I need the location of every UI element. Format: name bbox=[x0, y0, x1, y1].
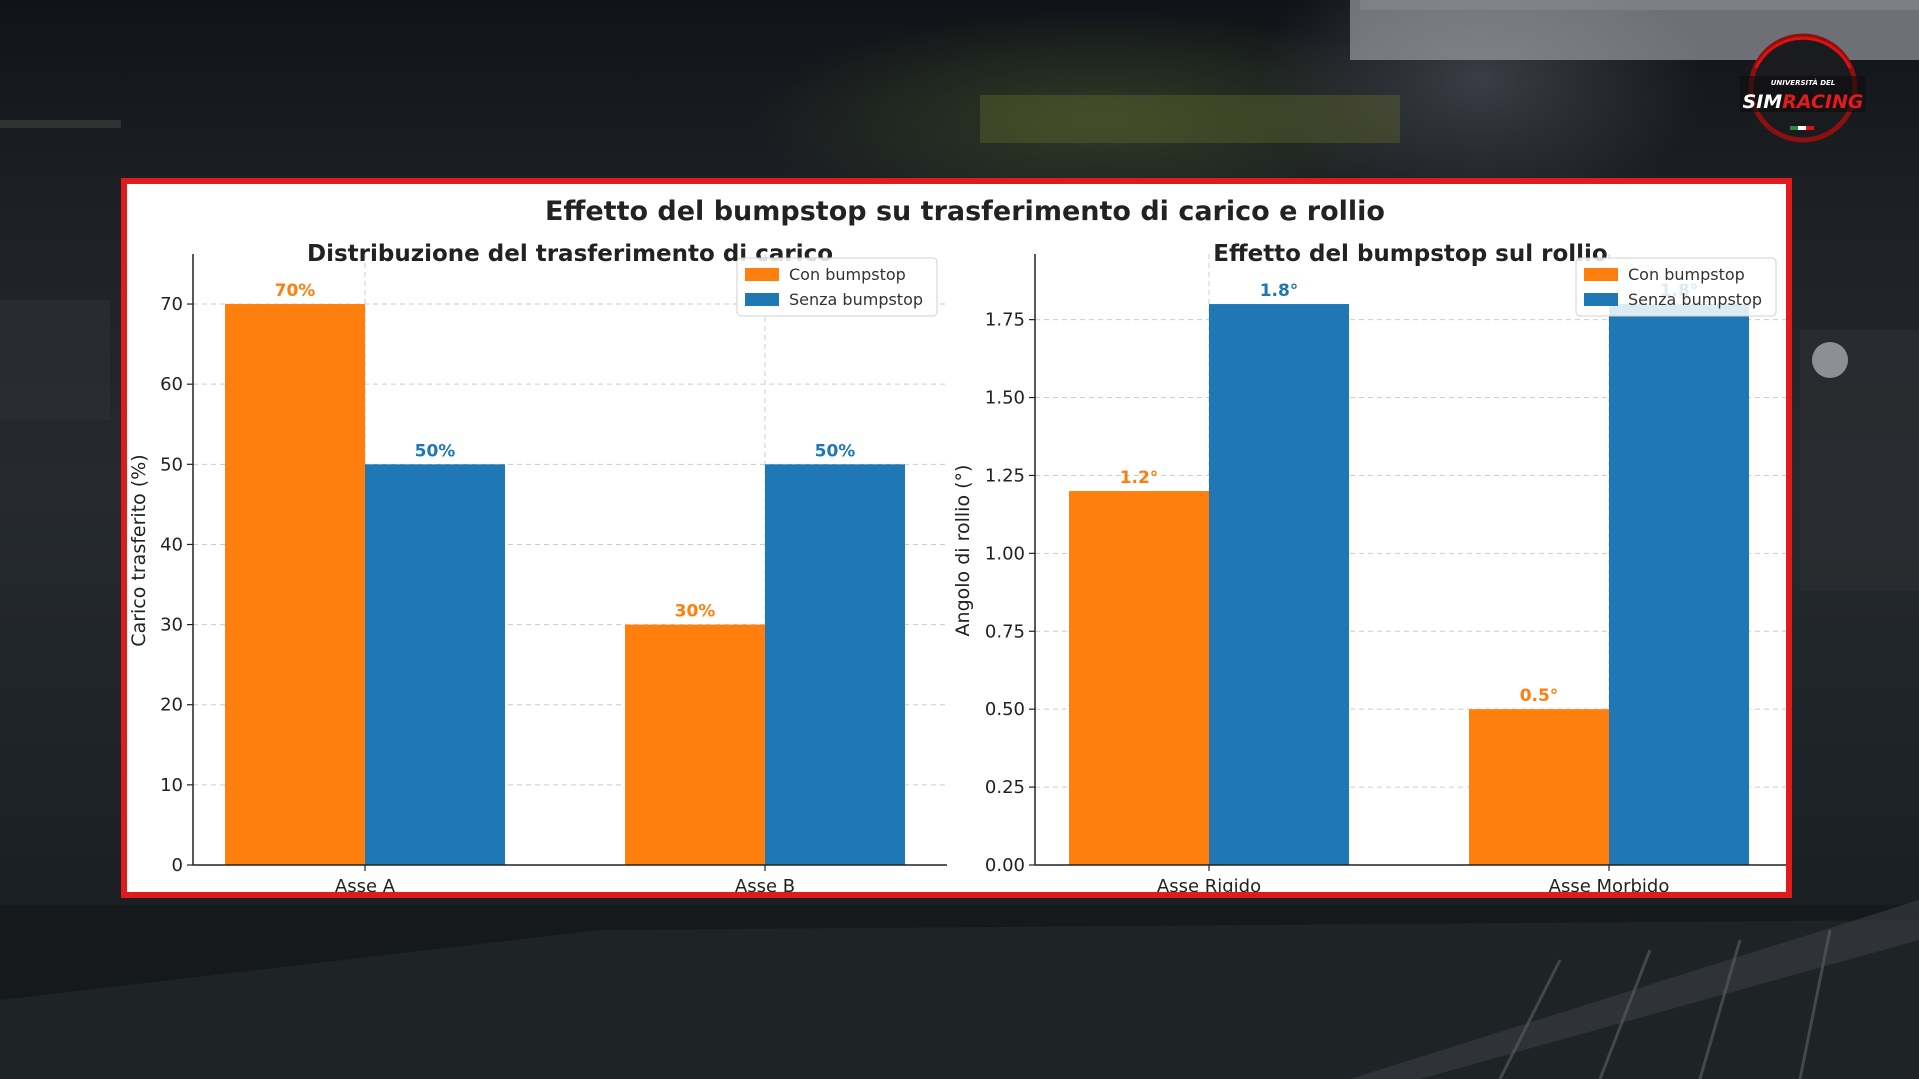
y-tick-label: 50 bbox=[160, 454, 183, 475]
bar-con-bumpstop-asse-rigido bbox=[1069, 491, 1209, 865]
logo-brand-b: RACING bbox=[1782, 91, 1863, 113]
y-tick-label: 1.25 bbox=[985, 465, 1025, 486]
legend: Con bumpstop Senza bumpstop bbox=[1575, 257, 1777, 317]
legend: Con bumpstop Senza bumpstop bbox=[736, 257, 938, 317]
y-tick-label: 1.00 bbox=[985, 543, 1025, 564]
chart-1: Distribuzione del trasferimento di caric… bbox=[128, 241, 947, 892]
y-tick-label: 0 bbox=[172, 855, 183, 876]
legend-label: Con bumpstop bbox=[789, 265, 906, 284]
data-label: 50% bbox=[415, 441, 456, 461]
data-label: 0.5° bbox=[1520, 686, 1559, 706]
legend-swatch bbox=[1584, 268, 1618, 281]
y-tick-label: 1.50 bbox=[985, 388, 1025, 409]
svg-text:SIMRACING: SIMRACING bbox=[1743, 91, 1864, 113]
x-tick-label: Asse Rigido bbox=[1157, 876, 1261, 892]
legend-swatch bbox=[745, 293, 779, 306]
x-tick-label: Asse A bbox=[335, 876, 396, 892]
chart-2: Effetto del bumpstop sul rollio 1.2° 1.8° 0… bbox=[952, 241, 1786, 892]
legend-box bbox=[1575, 257, 1777, 317]
legend-label: Senza bumpstop bbox=[789, 290, 923, 309]
y-axis-label: Carico trasferito (%) bbox=[128, 454, 150, 646]
bar-senza-bumpstop-asse-rigido bbox=[1209, 304, 1349, 865]
y-axis-label: Angolo di rollio (°) bbox=[952, 465, 974, 637]
legend-label: Senza bumpstop bbox=[1628, 290, 1762, 309]
y-tick-label: 10 bbox=[160, 775, 183, 796]
y-tick-label: 0.50 bbox=[985, 699, 1025, 720]
y-tick-label: 0.25 bbox=[985, 777, 1025, 798]
bar-con-bumpstop-asse-a bbox=[225, 304, 365, 865]
y-tick-label: 30 bbox=[160, 615, 183, 636]
data-label: 1.8° bbox=[1260, 281, 1299, 301]
bar-senza-bumpstop-asse-b bbox=[765, 464, 905, 865]
legend-box bbox=[736, 257, 938, 317]
legend-label: Con bumpstop bbox=[1628, 265, 1745, 284]
y-tick-label: 1.75 bbox=[985, 310, 1025, 331]
y-tick-label: 60 bbox=[160, 374, 183, 395]
bar-senza-bumpstop-asse-a bbox=[365, 464, 505, 865]
y-tick-label: 70 bbox=[160, 294, 183, 315]
chart-title: Effetto del bumpstop sul rollio bbox=[1213, 241, 1607, 267]
legend-swatch bbox=[745, 268, 779, 281]
data-label: 70% bbox=[275, 281, 316, 301]
y-tick-label: 0.75 bbox=[985, 621, 1025, 642]
logo: UNIVERSITÀ DEL SIMRACING bbox=[1740, 33, 1866, 143]
y-tick-label: 40 bbox=[160, 534, 183, 555]
legend-swatch bbox=[1584, 293, 1618, 306]
bar-con-bumpstop-asse-b bbox=[625, 624, 765, 865]
chart-figure: Effetto del bumpstop su trasferimento di… bbox=[128, 196, 1786, 892]
data-label: 50% bbox=[815, 441, 856, 461]
x-tick-label: Asse B bbox=[735, 876, 795, 892]
data-label: 30% bbox=[675, 602, 716, 622]
bar-senza-bumpstop-asse-morbido bbox=[1609, 304, 1749, 865]
x-tick-label: Asse Morbido bbox=[1549, 876, 1670, 892]
logo-brand-a: SIM bbox=[1743, 91, 1783, 113]
logo-line1: UNIVERSITÀ DEL bbox=[1771, 78, 1836, 87]
y-tick-label: 20 bbox=[160, 695, 183, 716]
y-tick-label: 0.00 bbox=[985, 855, 1025, 876]
chart-panel: Effetto del bumpstop su trasferimento di… bbox=[121, 178, 1792, 898]
figure-title: Effetto del bumpstop su trasferimento di… bbox=[545, 196, 1385, 227]
data-label: 1.2° bbox=[1120, 468, 1159, 488]
bar-con-bumpstop-asse-morbido bbox=[1469, 709, 1609, 865]
